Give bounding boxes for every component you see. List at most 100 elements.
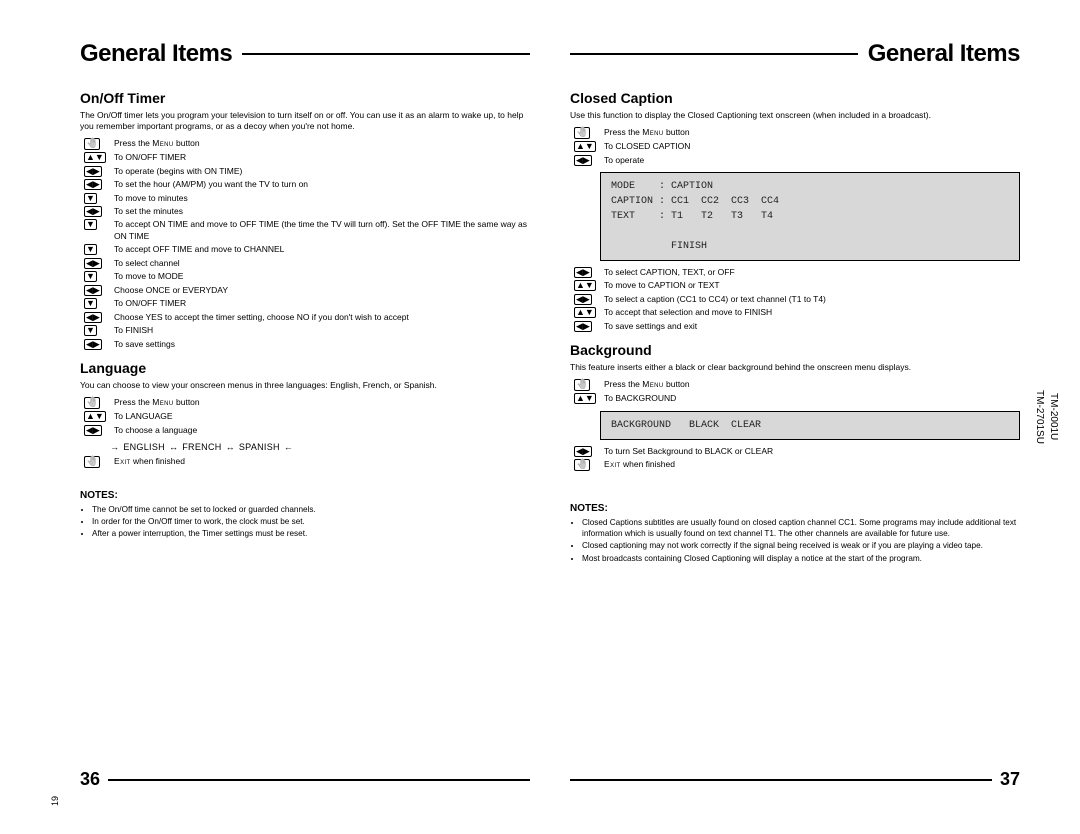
step: ▼To accept ON TIME and move to OFF TIME …: [84, 219, 530, 242]
step: Press the Menu button: [574, 127, 1020, 139]
lr-arrows-icon: ◀▶: [84, 285, 102, 296]
page-title-right: General Items: [868, 40, 1020, 68]
step: Press the Menu button: [84, 138, 530, 150]
note-item: After a power interruption, the Timer se…: [92, 528, 530, 539]
page-36: General Items On/Off Timer The On/Off ti…: [80, 40, 530, 790]
lr-arrows-icon: ◀▶: [84, 425, 102, 436]
ud-arrows-icon: ▲▼: [84, 411, 106, 422]
rule: [108, 779, 530, 781]
step: ◀▶Choose YES to accept the timer setting…: [84, 312, 530, 323]
lr-arrows-icon: ◀▶: [84, 166, 102, 177]
hand-icon: [574, 459, 590, 471]
lr-arrows-icon: ◀▶: [574, 267, 592, 278]
bg-steps-top: Press the Menu button ▲▼To BACKGROUND: [574, 379, 1020, 406]
step: ▼To FINISH: [84, 325, 530, 336]
note-item: Closed captioning may not work correctly…: [582, 540, 1020, 551]
lr-arrows-icon: ◀▶: [84, 312, 102, 323]
step: ▲▼To LANGUAGE: [84, 411, 530, 422]
hand-icon: [574, 379, 590, 391]
footer-left: 36: [80, 769, 530, 790]
step: ◀▶To choose a language: [84, 425, 530, 436]
ud-arrows-icon: ▲▼: [574, 280, 596, 291]
cc-heading: Closed Caption: [570, 90, 1020, 106]
step: ◀▶To set the minutes: [84, 206, 530, 217]
notes-right: Closed Captions subtitles are usually fo…: [570, 517, 1020, 564]
bg-steps-bottom: ◀▶To turn Set Background to BLACK or CLE…: [574, 446, 1020, 473]
step: ▲▼To CLOSED CAPTION: [574, 141, 1020, 152]
lr-arrows-icon: ◀▶: [574, 294, 592, 305]
ud-arrows-icon: ▲▼: [574, 393, 596, 404]
pagenum-36: 36: [80, 769, 100, 790]
step: ◀▶To operate (begins with ON TIME): [84, 166, 530, 177]
step: ◀▶To operate: [574, 155, 1020, 166]
step: Exit when finished: [574, 459, 1020, 471]
hand-icon: [574, 127, 590, 139]
language-cycle: → ENGLISH ↔ FRENCH ↔ SPANISH ←: [110, 442, 530, 452]
hand-icon: [84, 397, 100, 409]
step: Press the Menu button: [84, 397, 530, 409]
rule: [570, 779, 992, 781]
d-arrows-icon: ▼: [84, 271, 97, 282]
d-arrows-icon: ▼: [84, 193, 97, 204]
cc-steps-bottom: ◀▶To select CAPTION, TEXT, or OFF▲▼To mo…: [574, 267, 1020, 334]
ud-arrows-icon: ▲▼: [84, 152, 106, 163]
language-desc: You can choose to view your onscreen men…: [80, 380, 530, 391]
rule: [242, 53, 530, 55]
note-item: The On/Off time cannot be set to locked …: [92, 504, 530, 515]
onoff-desc: The On/Off timer lets you program your t…: [80, 110, 530, 132]
bg-menu: BACKGROUND BLACK CLEAR: [600, 411, 1020, 440]
header-right: General Items: [570, 40, 1020, 68]
notes-left: The On/Off time cannot be set to locked …: [80, 504, 530, 540]
lr-arrows-icon: ◀▶: [84, 258, 102, 269]
note-item: Closed Captions subtitles are usually fo…: [582, 517, 1020, 539]
page-title-left: General Items: [80, 40, 232, 68]
lr-arrows-icon: ◀▶: [84, 179, 102, 190]
language-steps: Press the Menu button ▲▼To LANGUAGE ◀▶To c…: [84, 397, 530, 438]
language-heading: Language: [80, 360, 530, 376]
page-37: General Items Closed Caption Use this fu…: [570, 40, 1020, 790]
hand-icon: [84, 456, 100, 468]
step: ▲▼To BACKGROUND: [574, 393, 1020, 404]
d-arrows-icon: ▼: [84, 325, 97, 336]
ud-arrows-icon: ▲▼: [574, 141, 596, 152]
language-exit: Exit when finished: [84, 456, 530, 470]
notes-heading-right: NOTES:: [570, 503, 1020, 514]
note-item: In order for the On/Off timer to work, t…: [92, 516, 530, 527]
model-labels: TM-2001U TM-2701SU: [1032, 390, 1060, 444]
bg-heading: Background: [570, 342, 1020, 358]
step: ◀▶To set the hour (AM/PM) you want the T…: [84, 179, 530, 190]
step: ◀▶Choose ONCE or EVERYDAY: [84, 285, 530, 296]
bg-desc: This feature inserts either a black or c…: [570, 362, 1020, 373]
d-arrows-icon: ▼: [84, 219, 97, 230]
cc-menu: MODE : CAPTION CAPTION : CC1 CC2 CC3 CC4…: [600, 172, 1020, 261]
cc-desc: Use this function to display the Closed …: [570, 110, 1020, 121]
step: ◀▶To save settings: [84, 339, 530, 350]
ud-arrows-icon: ▲▼: [574, 307, 596, 318]
binder-page: 19: [50, 796, 60, 806]
rule: [570, 53, 858, 55]
notes-heading-left: NOTES:: [80, 490, 530, 501]
step: Press the Menu button: [574, 379, 1020, 391]
step: ▼To move to minutes: [84, 193, 530, 204]
pagenum-37: 37: [1000, 769, 1020, 790]
d-arrows-icon: ▼: [84, 244, 97, 255]
step: ▲▼To accept that selection and move to F…: [574, 307, 1020, 318]
footer-right: 37: [570, 769, 1020, 790]
note-item: Most broadcasts containing Closed Captio…: [582, 553, 1020, 564]
step: ◀▶To turn Set Background to BLACK or CLE…: [574, 446, 1020, 457]
header-left: General Items: [80, 40, 530, 68]
step: ▼To move to MODE: [84, 271, 530, 282]
cc-steps-top: Press the Menu button ▲▼To CLOSED CAPTION…: [574, 127, 1020, 168]
step: ▲▼To ON/OFF TIMER: [84, 152, 530, 163]
lr-arrows-icon: ◀▶: [84, 339, 102, 350]
onoff-steps: Press the Menu button ▲▼To ON/OFF TIMER ◀▶…: [84, 138, 530, 352]
step: ▼To accept OFF TIME and move to CHANNEL: [84, 244, 530, 255]
step: ◀▶To select a caption (CC1 to CC4) or te…: [574, 294, 1020, 305]
step: ▼To ON/OFF TIMER: [84, 298, 530, 309]
hand-icon: [84, 138, 100, 150]
d-arrows-icon: ▼: [84, 298, 97, 309]
step: Exit when finished: [84, 456, 530, 468]
lr-arrows-icon: ◀▶: [574, 155, 592, 166]
lr-arrows-icon: ◀▶: [84, 206, 102, 217]
step: ▲▼To move to CAPTION or TEXT: [574, 280, 1020, 291]
